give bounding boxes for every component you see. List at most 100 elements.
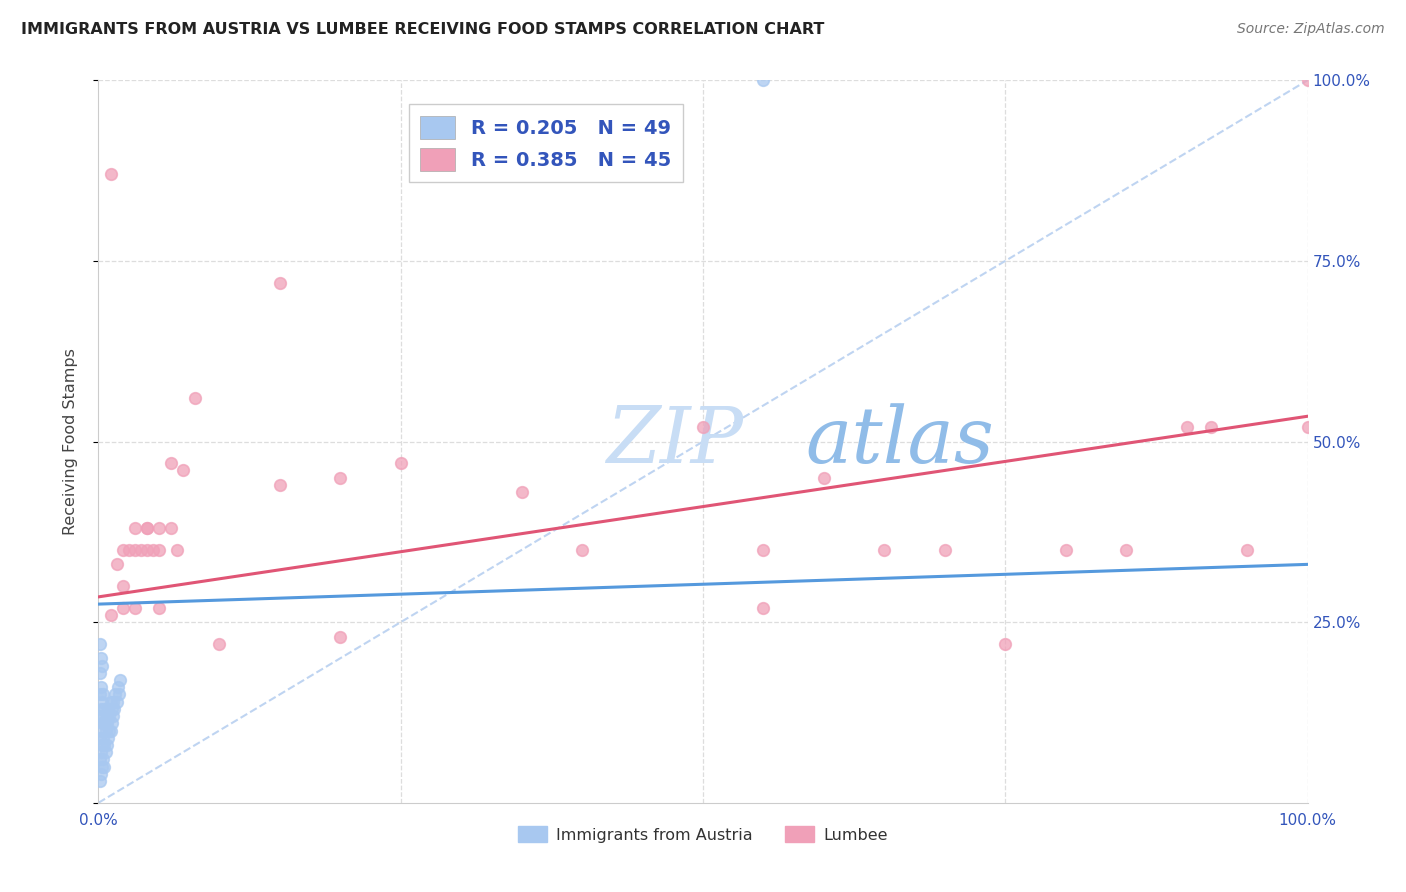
Point — [101, 709, 124, 723]
Point — [91, 752, 114, 766]
Point — [135, 521, 157, 535]
Point — [90, 651, 112, 665]
Point — [90, 767, 112, 781]
Point — [1054, 542, 1077, 557]
Point — [148, 542, 170, 557]
Point — [269, 478, 291, 492]
Point — [329, 630, 352, 644]
Point — [166, 542, 188, 557]
Point — [111, 600, 134, 615]
Point — [172, 463, 194, 477]
Point — [752, 73, 775, 87]
Point — [93, 702, 115, 716]
Point — [94, 716, 117, 731]
Point — [91, 709, 114, 723]
Point — [100, 702, 122, 716]
Point — [510, 485, 533, 500]
Text: ZIP: ZIP — [606, 403, 744, 480]
Point — [752, 542, 775, 557]
Point — [100, 716, 122, 731]
Point — [89, 637, 111, 651]
Point — [124, 521, 146, 535]
Point — [135, 542, 157, 557]
Point — [89, 687, 111, 701]
Point — [118, 542, 141, 557]
Point — [89, 752, 111, 766]
Point — [142, 542, 165, 557]
Point — [124, 600, 146, 615]
Point — [89, 665, 111, 680]
Point — [269, 276, 291, 290]
Point — [100, 695, 122, 709]
Point — [1175, 420, 1198, 434]
Point — [184, 391, 207, 405]
Point — [98, 709, 121, 723]
Point — [100, 723, 122, 738]
Y-axis label: Receiving Food Stamps: Receiving Food Stamps — [63, 348, 77, 535]
Point — [107, 680, 129, 694]
Point — [89, 774, 111, 789]
Point — [1296, 73, 1319, 87]
Point — [100, 167, 122, 181]
Point — [160, 456, 183, 470]
Point — [873, 542, 896, 557]
Point — [105, 558, 128, 572]
Point — [94, 723, 117, 738]
Point — [90, 702, 112, 716]
Point — [108, 687, 131, 701]
Point — [124, 542, 146, 557]
Point — [329, 470, 352, 484]
Point — [91, 695, 114, 709]
Point — [135, 521, 157, 535]
Point — [91, 658, 114, 673]
Point — [93, 716, 115, 731]
Point — [90, 745, 112, 759]
Point — [934, 542, 956, 557]
Point — [148, 600, 170, 615]
Point — [1236, 542, 1258, 557]
Point — [89, 709, 111, 723]
Point — [90, 723, 112, 738]
Point — [91, 687, 114, 701]
Point — [93, 760, 115, 774]
Point — [389, 456, 412, 470]
Point — [160, 521, 183, 535]
Point — [752, 600, 775, 615]
Point — [97, 702, 120, 716]
Point — [111, 579, 134, 593]
Point — [148, 521, 170, 535]
Text: Source: ZipAtlas.com: Source: ZipAtlas.com — [1237, 22, 1385, 37]
Point — [96, 709, 118, 723]
Point — [94, 745, 117, 759]
Point — [96, 716, 118, 731]
Text: atlas: atlas — [806, 403, 994, 480]
Point — [101, 695, 124, 709]
Point — [96, 738, 118, 752]
Point — [994, 637, 1017, 651]
Point — [129, 542, 152, 557]
Text: IMMIGRANTS FROM AUSTRIA VS LUMBEE RECEIVING FOOD STAMPS CORRELATION CHART: IMMIGRANTS FROM AUSTRIA VS LUMBEE RECEIV… — [21, 22, 824, 37]
Point — [93, 738, 115, 752]
Point — [813, 470, 835, 484]
Point — [91, 716, 114, 731]
Point — [1199, 420, 1222, 434]
Point — [1296, 420, 1319, 434]
Point — [571, 542, 593, 557]
Point — [104, 687, 127, 701]
Point — [103, 702, 125, 716]
Point — [90, 680, 112, 694]
Point — [100, 607, 122, 622]
Point — [91, 738, 114, 752]
Point — [91, 731, 114, 745]
Point — [91, 760, 114, 774]
Point — [97, 731, 120, 745]
Point — [1115, 542, 1137, 557]
Point — [692, 420, 714, 434]
Point — [108, 673, 131, 687]
Point — [89, 731, 111, 745]
Point — [98, 723, 121, 738]
Point — [111, 542, 134, 557]
Legend: Immigrants from Austria, Lumbee: Immigrants from Austria, Lumbee — [512, 820, 894, 849]
Point — [208, 637, 231, 651]
Point — [105, 695, 128, 709]
